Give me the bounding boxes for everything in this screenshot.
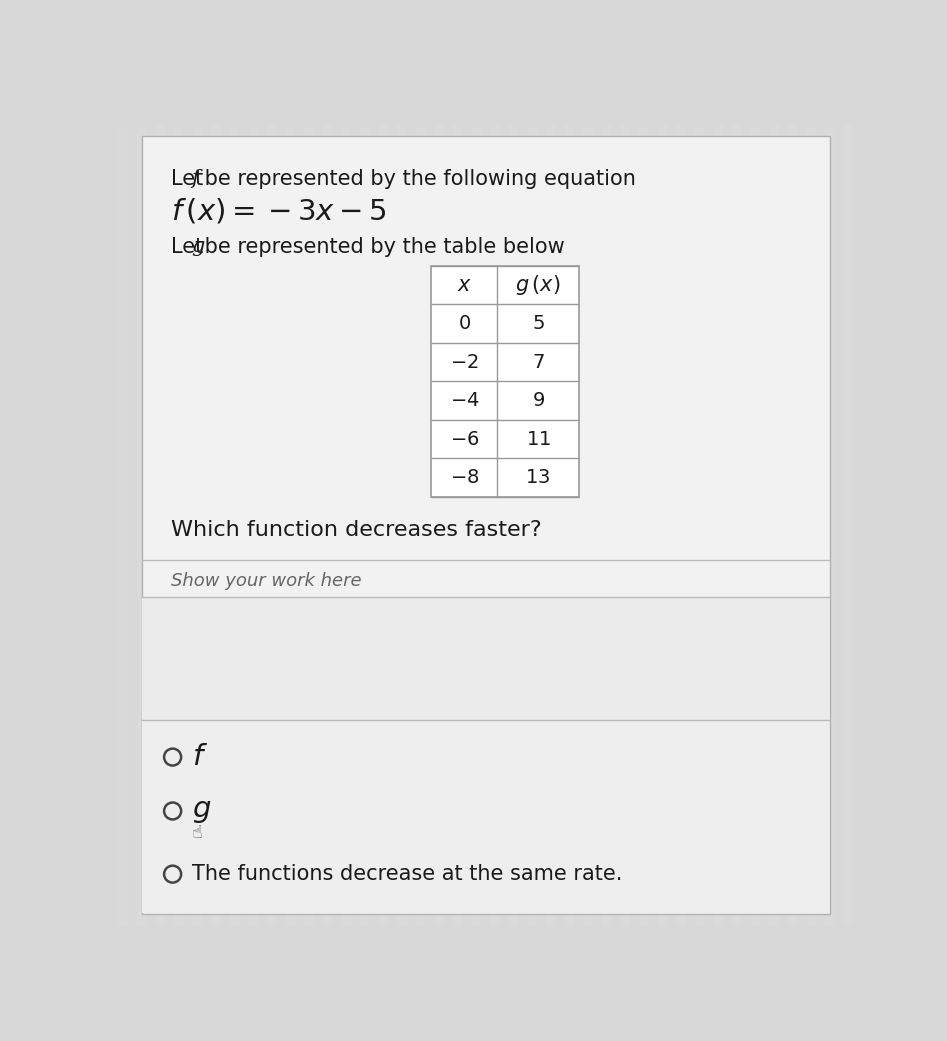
Text: $7$: $7$ bbox=[531, 353, 545, 372]
Bar bbox=[267, 125, 277, 926]
Bar bbox=[432, 265, 579, 497]
Bar bbox=[527, 125, 537, 926]
Bar bbox=[658, 125, 667, 926]
Bar bbox=[807, 125, 816, 926]
Bar bbox=[342, 125, 351, 926]
Text: $9$: $9$ bbox=[531, 391, 545, 410]
Bar bbox=[714, 125, 723, 926]
Bar bbox=[193, 125, 202, 926]
Bar bbox=[564, 125, 574, 926]
Bar bbox=[155, 125, 165, 926]
Text: Let: Let bbox=[171, 169, 210, 188]
Bar bbox=[142, 596, 829, 720]
Text: f: f bbox=[191, 169, 199, 187]
Text: Let: Let bbox=[171, 236, 210, 256]
Text: Show your work here: Show your work here bbox=[171, 572, 362, 589]
Bar bbox=[639, 125, 649, 926]
Bar bbox=[211, 125, 221, 926]
Text: ☝: ☝ bbox=[192, 823, 203, 841]
Bar bbox=[825, 125, 834, 926]
Bar bbox=[304, 125, 313, 926]
Bar bbox=[323, 125, 332, 926]
Bar bbox=[491, 125, 500, 926]
Text: $g\,(x)$: $g\,(x)$ bbox=[515, 273, 561, 297]
Text: Which function decreases faster?: Which function decreases faster? bbox=[171, 519, 542, 540]
Text: $11$: $11$ bbox=[526, 430, 550, 449]
Bar bbox=[398, 125, 406, 926]
Bar bbox=[769, 125, 778, 926]
Bar bbox=[432, 265, 579, 497]
Bar bbox=[620, 125, 630, 926]
Bar bbox=[174, 125, 184, 926]
Text: g: g bbox=[191, 236, 205, 256]
Bar bbox=[695, 125, 705, 926]
Bar bbox=[454, 125, 462, 926]
Text: $5$: $5$ bbox=[531, 314, 545, 333]
Bar bbox=[583, 125, 593, 926]
Bar bbox=[379, 125, 388, 926]
Text: $x$: $x$ bbox=[456, 275, 472, 295]
Bar bbox=[248, 125, 258, 926]
Bar bbox=[142, 720, 829, 913]
Bar bbox=[509, 125, 518, 926]
Text: The functions decrease at the same rate.: The functions decrease at the same rate. bbox=[192, 864, 622, 884]
Text: $f\,(x) = -3x - 5$: $f\,(x) = -3x - 5$ bbox=[171, 197, 387, 226]
Bar bbox=[844, 125, 853, 926]
Text: $13$: $13$ bbox=[526, 468, 550, 487]
Bar bbox=[788, 125, 797, 926]
Bar bbox=[416, 125, 425, 926]
Text: $g$: $g$ bbox=[192, 797, 211, 824]
Bar bbox=[360, 125, 369, 926]
Bar bbox=[137, 125, 146, 926]
Bar bbox=[676, 125, 686, 926]
Text: be represented by the table below: be represented by the table below bbox=[198, 236, 565, 256]
Bar bbox=[118, 125, 128, 926]
Bar bbox=[732, 125, 742, 926]
Bar bbox=[602, 125, 611, 926]
Bar bbox=[751, 125, 760, 926]
Text: $-8$: $-8$ bbox=[450, 468, 479, 487]
Text: $0$: $0$ bbox=[458, 314, 471, 333]
Bar bbox=[286, 125, 295, 926]
Bar bbox=[546, 125, 556, 926]
Text: $-6$: $-6$ bbox=[450, 430, 479, 449]
Text: be represented by the following equation: be represented by the following equation bbox=[198, 169, 636, 188]
Bar bbox=[230, 125, 240, 926]
Bar bbox=[472, 125, 481, 926]
Text: $f$: $f$ bbox=[192, 743, 208, 771]
Text: $-4$: $-4$ bbox=[450, 391, 479, 410]
Bar bbox=[435, 125, 444, 926]
Text: $-2$: $-2$ bbox=[450, 353, 479, 372]
